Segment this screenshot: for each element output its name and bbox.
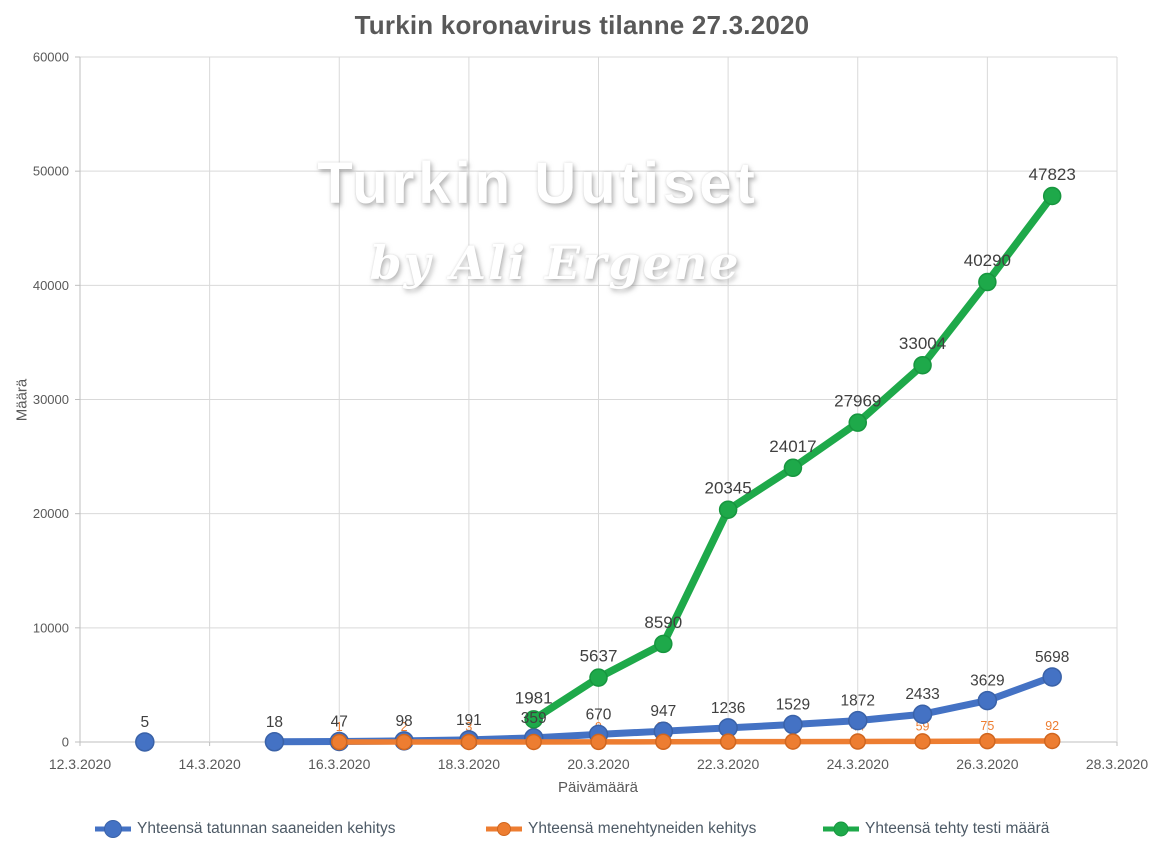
data-label-series0: 98	[395, 713, 412, 730]
data-label-series2: 8590	[644, 613, 682, 632]
data-point-series1-day26	[979, 732, 996, 750]
y-tick-label: 50000	[33, 164, 69, 179]
data-label-series0: 1872	[841, 693, 875, 710]
y-axis-title: Määrä	[13, 378, 31, 422]
data-label-series0: 18	[266, 714, 283, 731]
data-label-series0: 1236	[711, 700, 745, 717]
data-point-series0-day24	[848, 710, 868, 731]
data-point-series1-day16	[331, 733, 348, 751]
data-label-series2: 33004	[899, 334, 946, 353]
data-label-series1: 2	[401, 720, 408, 734]
data-label-series2: 1981	[515, 688, 553, 707]
data-label-series0: 47	[331, 713, 348, 730]
data-point-series1-day19	[525, 733, 542, 751]
y-tick-label: 20000	[33, 506, 69, 521]
data-label-series1: 3	[465, 720, 472, 734]
data-point-series1-day17	[395, 733, 413, 751]
series-line-2	[529, 192, 1056, 724]
data-point-series2-day20	[589, 668, 608, 687]
data-point-series1-day18	[460, 733, 478, 751]
x-tick-label: 26.3.2020	[956, 756, 1018, 772]
data-point-series0-day27	[1042, 667, 1062, 687]
data-point-series1-day22	[719, 733, 737, 750]
data-label-series1: 75	[980, 719, 994, 733]
data-label-series0: 5	[141, 714, 150, 731]
data-point-series1-day25	[914, 733, 931, 750]
data-point-series2-day27	[1042, 186, 1062, 206]
data-label-series1: 92	[1045, 719, 1059, 733]
data-point-series0-day15	[264, 732, 285, 752]
data-point-series1-day21	[655, 733, 672, 751]
x-tick-label: 14.3.2020	[178, 756, 240, 772]
data-label-series0: 5698	[1035, 649, 1069, 666]
data-point-series1-day23	[784, 733, 802, 750]
y-tick-label: 30000	[33, 392, 69, 407]
x-tick-label: 22.3.2020	[697, 756, 759, 772]
data-point-series0-day26	[977, 690, 998, 711]
x-axis-title: Päivämäärä	[557, 779, 639, 796]
data-point-series2-day24	[848, 413, 867, 432]
data-label-series2: 5637	[580, 647, 618, 666]
data-point-series1-day27	[1043, 732, 1061, 750]
x-tick-label: 24.3.2020	[827, 756, 889, 772]
data-point-series1-day20	[590, 733, 607, 751]
x-tick-label: 12.3.2020	[49, 756, 111, 772]
data-label-series0: 947	[650, 703, 676, 720]
data-label-series2: 27969	[834, 392, 881, 411]
data-label-series0: 670	[586, 706, 612, 723]
x-tick-label: 16.3.2020	[308, 756, 370, 772]
data-point-series2-day23	[783, 458, 803, 478]
data-point-series2-day25	[913, 355, 932, 375]
data-label-series2: 24017	[769, 437, 816, 456]
data-point-series2-day22	[718, 500, 738, 519]
y-tick-label: 10000	[33, 620, 69, 635]
data-label-series0: 3629	[970, 673, 1004, 690]
data-point-series2-day21	[654, 634, 673, 654]
data-label-series2: 40290	[964, 251, 1011, 270]
series-line-1	[336, 738, 1055, 745]
data-point-series2-day19	[524, 710, 543, 729]
data-point-series1-day24	[849, 733, 866, 750]
data-point-series2-day26	[978, 272, 997, 292]
data-label-series2: 47823	[1029, 165, 1076, 184]
data-point-series0-day23	[783, 714, 803, 735]
x-tick-label: 18.3.2020	[438, 756, 500, 772]
x-tick-label: 20.3.2020	[567, 756, 629, 772]
y-tick-label: 0	[62, 735, 69, 750]
data-label-series0: 2433	[905, 686, 939, 703]
data-label-series1: 1	[336, 720, 343, 734]
page-title: Turkin koronavirus tilanne 27.3.2020	[354, 10, 810, 40]
data-point-series0-day25	[912, 704, 933, 724]
data-label-series0: 1529	[776, 697, 810, 714]
data-point-series0-day13	[135, 732, 155, 752]
data-label-series0: 191	[456, 712, 482, 729]
y-tick-label: 60000	[33, 50, 69, 65]
y-tick-label: 40000	[33, 278, 69, 293]
x-tick-label: 28.3.2020	[1086, 756, 1148, 772]
data-label-series2: 20345	[704, 479, 751, 498]
data-label-series0: 359	[521, 710, 547, 727]
